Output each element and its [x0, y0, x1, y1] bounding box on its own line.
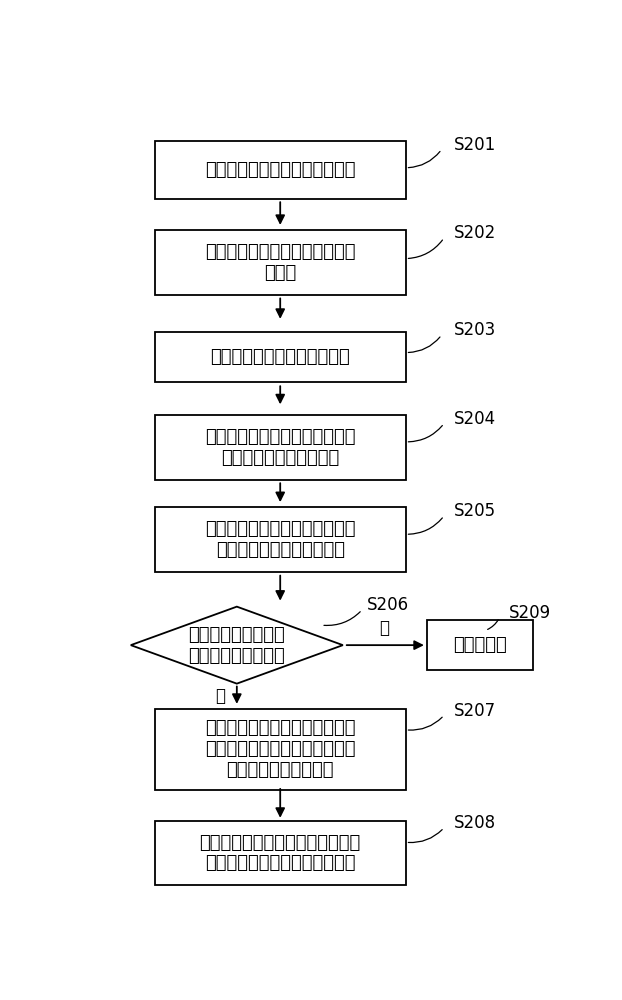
- FancyBboxPatch shape: [155, 709, 406, 790]
- Text: S209: S209: [509, 604, 551, 622]
- Text: S206: S206: [367, 596, 409, 614]
- Text: 为多个系统参数的每个属性设置
属性值: 为多个系统参数的每个属性设置 属性值: [205, 243, 355, 282]
- Text: 是: 是: [215, 687, 225, 705]
- FancyBboxPatch shape: [155, 141, 406, 199]
- Text: S205: S205: [454, 502, 496, 520]
- Text: S208: S208: [454, 814, 496, 832]
- Text: 获取并解析所述二进制文件，得
到所述配置文件的版本信息: 获取并解析所述二进制文件，得 到所述配置文件的版本信息: [205, 520, 355, 559]
- FancyBboxPatch shape: [155, 415, 406, 480]
- FancyBboxPatch shape: [155, 507, 406, 572]
- Text: 设置所述配置文件的版本信息: 设置所述配置文件的版本信息: [210, 348, 350, 366]
- FancyBboxPatch shape: [155, 332, 406, 382]
- Text: 否: 否: [379, 619, 389, 637]
- Polygon shape: [131, 607, 343, 684]
- Text: 为多个系统参数设置相同的属性: 为多个系统参数设置相同的属性: [205, 161, 355, 179]
- Text: S201: S201: [454, 136, 496, 154]
- Text: 将包含版本信息和系统参数的配
置文件转换为二进制文件: 将包含版本信息和系统参数的配 置文件转换为二进制文件: [205, 428, 355, 467]
- Text: 解析二进制文件，得到配置文件
的系统参数，在电池管理系统的
内存中建立虚拟参数表: 解析二进制文件，得到配置文件 的系统参数，在电池管理系统的 内存中建立虚拟参数表: [205, 719, 355, 779]
- Text: S202: S202: [454, 224, 496, 242]
- FancyBboxPatch shape: [155, 230, 406, 295]
- FancyBboxPatch shape: [155, 821, 406, 885]
- FancyBboxPatch shape: [427, 620, 533, 670]
- Text: S203: S203: [454, 321, 496, 339]
- Text: S204: S204: [454, 410, 496, 428]
- Text: 将电池管理系统的系统参数的属性
值更改为虚拟参数表中相应的值: 将电池管理系统的系统参数的属性 值更改为虚拟参数表中相应的值: [200, 834, 361, 872]
- Text: 初始化失败: 初始化失败: [453, 636, 507, 654]
- Text: S207: S207: [454, 702, 496, 720]
- Text: 版本信息与电池管理
系统的版本信息一致: 版本信息与电池管理 系统的版本信息一致: [188, 626, 285, 665]
